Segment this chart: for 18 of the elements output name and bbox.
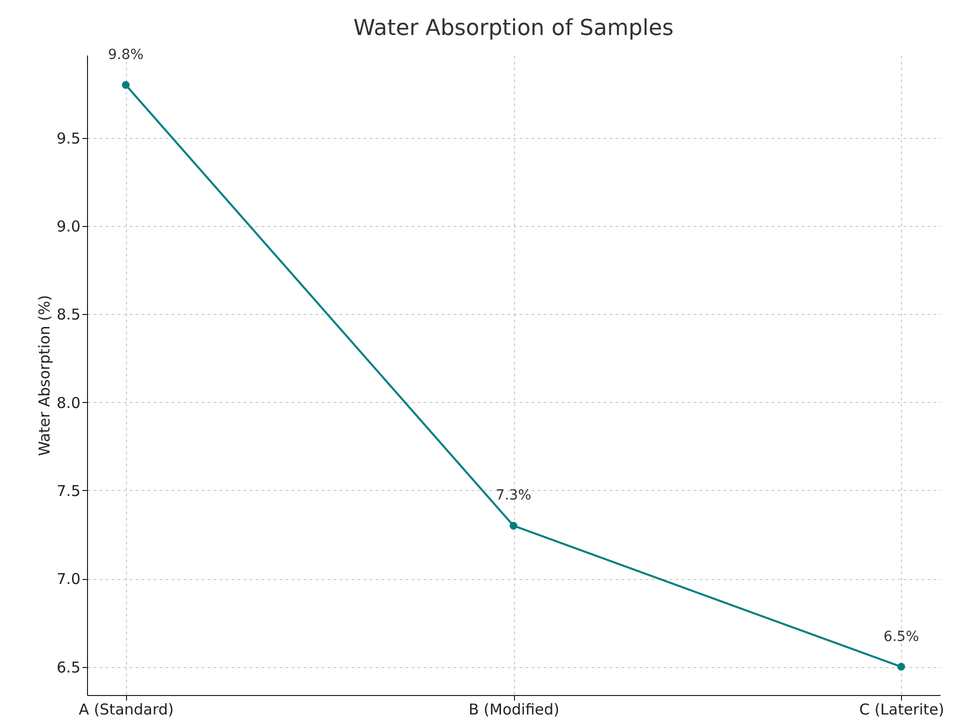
point [897,662,906,671]
point [122,81,130,89]
data-label: 9.8% [108,46,144,63]
data-label: 7.3% [496,488,532,504]
y-tick-label: 7.5 [56,482,80,500]
y-tick-label: 8.0 [56,394,80,412]
y-tick-label: 9.0 [56,218,80,236]
x-tick-label: A (Standard) [78,700,174,718]
x-tick-label: B (Modified) [468,700,560,718]
data-label: 6.5% [883,628,920,645]
y-tick-label: 8.5 [56,306,80,324]
y-tick-label: 6.5 [56,658,80,676]
y-tick-label: 7.0 [56,570,80,588]
y-axis-title: Water Absorption (%) [36,294,54,456]
chart-title: Water Absorption of Samples [353,16,674,41]
point [510,522,518,530]
x-tick-label: C (Laterite) [859,700,944,718]
y-tick-label: 9.5 [56,129,80,148]
